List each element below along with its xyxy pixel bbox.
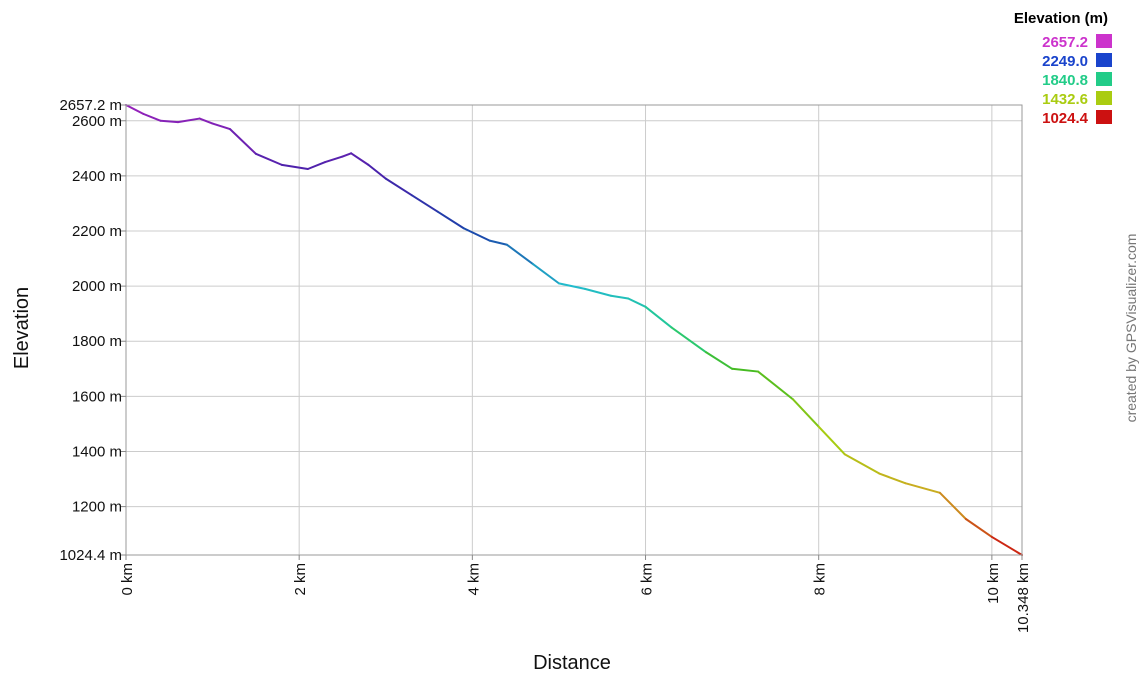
elevation-segment: [462, 227, 491, 242]
elevation-segment: [280, 163, 309, 170]
elevation-segment: [198, 117, 214, 125]
x-tick-label: 2 km: [292, 563, 309, 596]
elevation-segment: [627, 297, 647, 308]
elevation-segment: [583, 287, 612, 297]
plot-frame: [125, 104, 1023, 556]
elevation-segment: [367, 163, 387, 180]
legend-value: 1024.4: [1042, 110, 1089, 127]
elevation-segment: [142, 112, 162, 122]
y-tick-label: 2200 m: [72, 223, 122, 240]
elevation-segment: [791, 398, 820, 428]
legend-title: Elevation (m): [1014, 10, 1108, 27]
elevation-segment: [350, 152, 370, 166]
legend-swatch: [1096, 110, 1112, 124]
y-tick-label: 1800 m: [72, 333, 122, 350]
legend: Elevation (m) 2657.2 2249.0 1840.8 1432.6 10…: [1014, 10, 1112, 127]
y-tick-label: 2000 m: [72, 278, 122, 295]
elevation-segment: [670, 326, 708, 354]
elevation-segment: [731, 367, 760, 373]
elevation-segment: [436, 210, 465, 230]
legend-swatch: [1096, 34, 1112, 48]
elevation-segment: [964, 518, 993, 538]
x-tick-label: 4 km: [465, 563, 482, 596]
elevation-segment: [843, 453, 881, 475]
x-tick-label: 0 km: [119, 563, 136, 596]
elevation-segment: [159, 119, 179, 124]
elevation-segment: [176, 117, 201, 124]
elevation-segment: [505, 243, 534, 266]
elevation-segment: [817, 425, 846, 456]
elevation-segment: [384, 177, 413, 197]
elevation-segment: [705, 351, 734, 370]
elevation-segment: [228, 128, 257, 155]
legend-swatch: [1096, 91, 1112, 105]
elevation-segment: [211, 122, 231, 131]
x-tick-label: 10 km: [985, 563, 1002, 604]
legend-swatch: [1096, 53, 1112, 67]
y-tick-label: 2657.2 m: [59, 97, 122, 114]
elevation-segment: [306, 161, 327, 170]
elevation-segment: [609, 294, 630, 300]
elevation-segment: [878, 472, 907, 485]
legend-value: 2657.2: [1042, 34, 1088, 51]
y-tick-label: 1024.4 m: [59, 547, 122, 564]
legend-swatch: [1096, 72, 1112, 86]
x-axis-ticks: 0 km 2 km 4 km 6 km 8 km 10 km 10.348 km: [119, 555, 1032, 633]
x-tick-label: 8 km: [812, 563, 829, 596]
y-axis-title: Elevation: [11, 287, 33, 369]
legend-value: 1840.8: [1042, 72, 1088, 89]
x-tick-label: 6 km: [639, 563, 656, 596]
y-tick-label: 2400 m: [72, 168, 122, 185]
grid-lines: [125, 104, 1023, 556]
elevation-segment: [557, 282, 586, 290]
plot-border: [125, 104, 1023, 556]
legend-value: 2249.0: [1042, 53, 1088, 70]
elevation-segment: [904, 482, 941, 494]
x-tick-label: 10.348 km: [1015, 563, 1032, 633]
y-tick-label: 2600 m: [72, 113, 122, 130]
y-tick-label: 1600 m: [72, 388, 122, 405]
elevation-segment: [125, 104, 145, 115]
elevation-segment: [254, 152, 283, 166]
elevation-segment: [324, 155, 344, 164]
y-tick-label: 1200 m: [72, 499, 122, 516]
elevation-profile-line: [125, 104, 1023, 556]
credit-text: created by GPSVisualizer.com: [1123, 234, 1139, 423]
elevation-segment: [410, 194, 439, 213]
legend-value: 1432.6: [1042, 91, 1088, 108]
x-axis-title: Distance: [533, 652, 611, 674]
elevation-segment: [757, 370, 794, 401]
y-tick-label: 1400 m: [72, 443, 122, 460]
elevation-segment: [990, 535, 1023, 556]
elevation-segment: [531, 263, 560, 285]
elevation-segment: [341, 152, 353, 158]
elevation-segment: [938, 491, 967, 521]
elevation-segment: [644, 305, 673, 329]
elevation-segment: [488, 239, 508, 246]
